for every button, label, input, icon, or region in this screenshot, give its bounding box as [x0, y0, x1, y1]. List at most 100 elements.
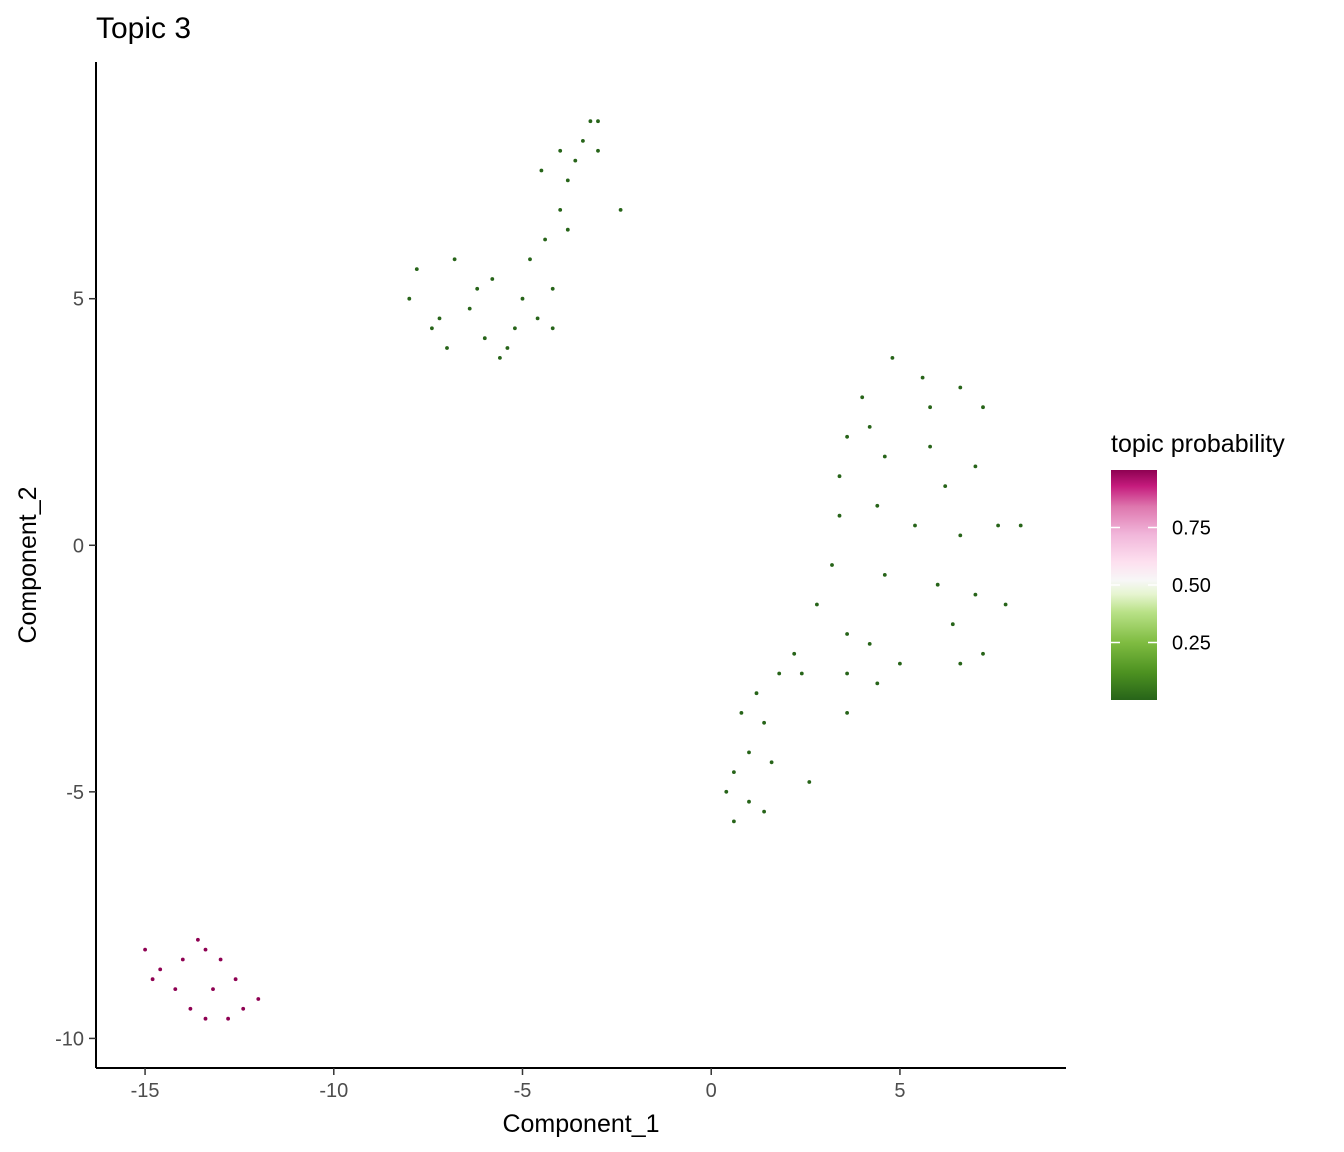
- x-tick-label: -15: [131, 1080, 160, 1102]
- x-tick-label: 0: [706, 1080, 717, 1102]
- scatter-point: [807, 780, 812, 784]
- scatter-point: [845, 434, 849, 439]
- scatter-point: [943, 484, 948, 488]
- scatter-point: [882, 454, 887, 459]
- scatter-point: [732, 770, 736, 774]
- scatter-point: [747, 750, 751, 755]
- scatter-point: [445, 346, 449, 350]
- legend-ticks: 0.25 0.50 0.75: [1111, 518, 1211, 655]
- scatter-point: [543, 237, 547, 242]
- chart-title: Topic 3: [96, 12, 191, 45]
- scatter-point: [188, 1006, 193, 1011]
- scatter-point: [958, 661, 963, 666]
- scatter-point: [452, 257, 457, 262]
- scatter-point: [732, 819, 736, 824]
- scatter-point: [837, 474, 842, 479]
- scatter-point: [414, 267, 419, 271]
- scatter-point: [565, 227, 570, 232]
- scatter-point: [815, 602, 819, 607]
- scatter-point: [233, 977, 238, 982]
- scatter-point: [407, 296, 412, 301]
- scatter-point: [935, 582, 940, 587]
- legend-tick-label: 0.50: [1172, 575, 1211, 597]
- scatter-point: [958, 385, 963, 390]
- x-tick-label: 5: [894, 1080, 905, 1102]
- scatter-point: [218, 957, 223, 962]
- scatter-point: [875, 681, 880, 686]
- scatter-point: [799, 671, 804, 676]
- scatter-point: [845, 632, 849, 636]
- scatter-point: [950, 622, 955, 627]
- y-tick-label: -5: [66, 782, 84, 804]
- scatter-point: [996, 523, 1000, 528]
- y-axis-ticks: -10 -5 0 5: [55, 289, 96, 1050]
- scatter-point: [958, 533, 963, 538]
- scatter-point: [898, 661, 902, 666]
- scatter-point: [973, 464, 978, 469]
- scatter-point: [928, 444, 932, 449]
- scatter-point: [505, 346, 510, 350]
- scatter-point: [256, 997, 261, 1001]
- scatter-point: [830, 563, 834, 567]
- legend-title: topic probability: [1111, 430, 1285, 458]
- scatter-point: [618, 208, 623, 212]
- x-tick-label: -10: [319, 1080, 348, 1102]
- scatter-point: [498, 356, 502, 360]
- y-tick-label: -10: [55, 1028, 84, 1050]
- scatter-point: [792, 651, 797, 656]
- scatter-point: [558, 208, 563, 212]
- legend-tick-label: 0.25: [1172, 633, 1211, 655]
- scatter-point: [437, 316, 442, 321]
- scatter-point: [747, 799, 751, 804]
- scatter-point: [539, 168, 544, 173]
- scatter-point: [143, 947, 148, 952]
- legend-tick-label: 0.75: [1172, 518, 1211, 540]
- scatter-point: [581, 139, 585, 143]
- x-axis-ticks: -15 -10 -5 0 5: [131, 1068, 905, 1102]
- scatter-point: [777, 671, 782, 676]
- scatter-point: [882, 573, 887, 577]
- scatter-point: [558, 148, 563, 153]
- scatter-point: [573, 158, 578, 163]
- scatter-point: [173, 987, 178, 991]
- y-axis-label: Component_2: [14, 486, 42, 643]
- y-tick-label: 0: [73, 535, 84, 557]
- scatter-point: [1018, 523, 1023, 528]
- scatter-point: [875, 503, 880, 508]
- color-legend: topic probability 0.25 0.50 0.75: [1111, 430, 1285, 700]
- scatter-point: [845, 711, 849, 715]
- scatter-point: [565, 178, 570, 183]
- scatter-point: [981, 405, 985, 410]
- scatter-point: [860, 395, 865, 400]
- scatter-point: [430, 326, 434, 331]
- scatter-point: [180, 957, 185, 962]
- scatter-point: [520, 296, 525, 301]
- scatter-point: [596, 119, 600, 124]
- scatter-point: [588, 119, 593, 124]
- scatter-point: [150, 977, 155, 982]
- scatter-point: [762, 720, 766, 725]
- scatter-point: [867, 642, 872, 646]
- y-tick-label: 5: [73, 289, 84, 311]
- scatter-point: [867, 425, 872, 429]
- points-layer: [143, 119, 1023, 1021]
- scatter-point: [739, 711, 744, 715]
- scatter-point: [769, 760, 774, 765]
- scatter-point: [513, 326, 517, 331]
- scatter-point: [528, 257, 532, 262]
- scatter-point: [928, 405, 932, 410]
- x-tick-label: -5: [514, 1080, 532, 1102]
- scatter-point: [475, 286, 480, 291]
- scatter-point: [550, 326, 555, 331]
- scatter-point: [535, 316, 540, 321]
- scatter-point: [1003, 602, 1008, 607]
- scatter-point: [550, 286, 555, 291]
- scatter-point: [596, 148, 600, 153]
- scatter-point: [467, 306, 472, 311]
- scatter-point: [158, 967, 163, 972]
- scatter-point: [754, 691, 759, 696]
- scatter-point: [913, 523, 917, 528]
- scatter-point: [890, 356, 895, 360]
- scatter-point: [724, 789, 729, 794]
